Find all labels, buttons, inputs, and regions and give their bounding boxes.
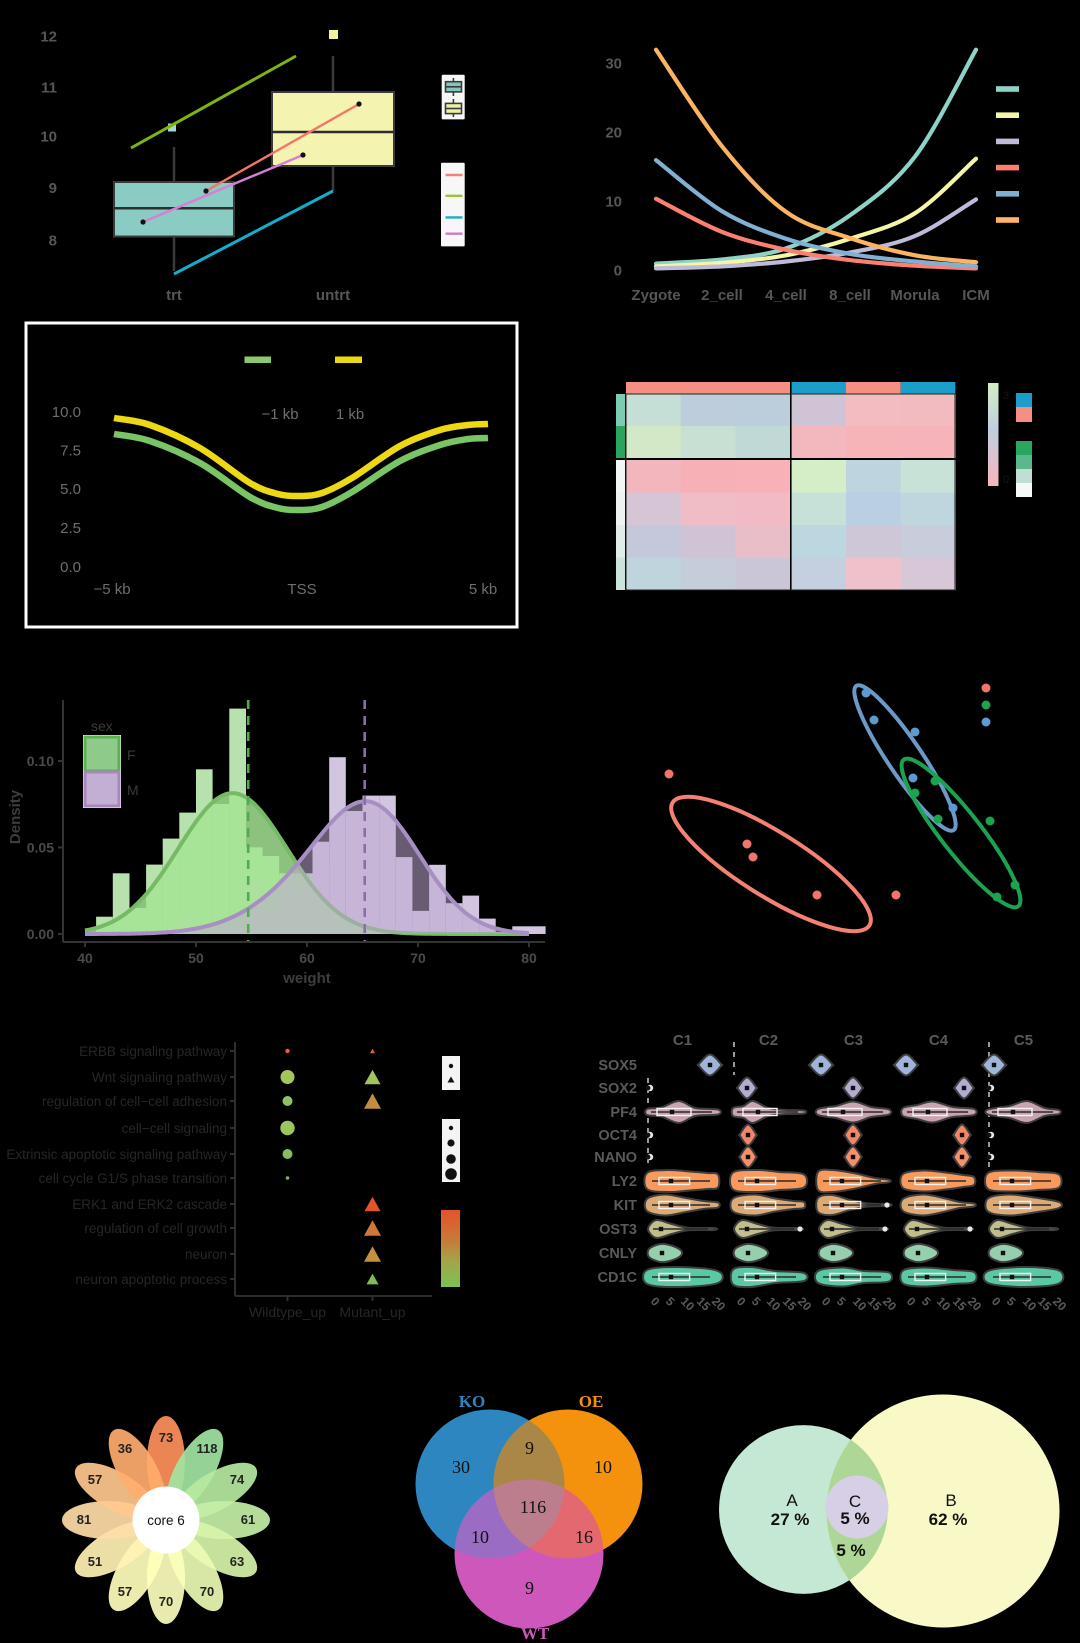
svg-text:SOX2: SOX2: [598, 1081, 637, 1097]
svg-text:Wnt signaling pathway: Wnt signaling pathway: [92, 1070, 227, 1085]
svg-text:10.0: 10.0: [52, 404, 81, 421]
svg-text:63: 63: [230, 1554, 244, 1569]
svg-text:118: 118: [197, 1441, 218, 1456]
svg-text:30: 30: [452, 1457, 470, 1477]
svg-text:regulation of cell−cell adhesi: regulation of cell−cell adhesion: [42, 1094, 227, 1109]
svg-text:B: B: [945, 1491, 956, 1510]
svg-text:ERK1 and ERK2 cascade: ERK1 and ERK2 cascade: [72, 1197, 227, 1212]
svg-text:Extrinsic apoptotic signaling: Extrinsic apoptotic signaling pathway: [6, 1147, 227, 1162]
svg-text:8: 8: [49, 233, 57, 250]
svg-text:2_cell: 2_cell: [701, 287, 743, 304]
svg-text:27 %: 27 %: [771, 1510, 810, 1529]
svg-text:neuron apoptotic process: neuron apoptotic process: [75, 1272, 227, 1287]
svg-text:11: 11: [41, 79, 57, 96]
svg-text:C4: C4: [929, 1032, 949, 1049]
svg-text:74: 74: [230, 1472, 245, 1487]
svg-text:57: 57: [118, 1584, 132, 1599]
svg-text:cell−cell signaling: cell−cell signaling: [122, 1121, 227, 1136]
svg-text:Wildtype_up: Wildtype_up: [249, 1304, 326, 1320]
svg-text:CNLY: CNLY: [599, 1246, 637, 1262]
svg-text:80: 80: [521, 950, 537, 966]
svg-text:0.10: 0.10: [27, 753, 54, 769]
svg-text:9: 9: [525, 1578, 534, 1598]
svg-text:weight: weight: [282, 970, 331, 987]
svg-text:LY2: LY2: [612, 1174, 637, 1190]
svg-text:regulation of cell growth: regulation of cell growth: [84, 1221, 227, 1236]
svg-text:TSS: TSS: [287, 581, 316, 598]
svg-text:C5: C5: [1014, 1032, 1033, 1049]
svg-text:5 kb: 5 kb: [469, 581, 497, 598]
svg-text:60: 60: [299, 950, 315, 966]
svg-text:30: 30: [605, 56, 622, 73]
svg-text:core 6: core 6: [147, 1513, 185, 1528]
svg-text:CD1C: CD1C: [598, 1270, 638, 1286]
svg-text:Morula: Morula: [890, 287, 940, 304]
svg-text:10: 10: [605, 194, 622, 211]
svg-text:ICM: ICM: [962, 287, 990, 304]
svg-text:0.05: 0.05: [27, 840, 54, 856]
svg-text:4_cell: 4_cell: [765, 287, 807, 304]
svg-text:116: 116: [520, 1497, 546, 1517]
svg-text:Zygote: Zygote: [631, 287, 680, 304]
svg-text:trt: trt: [166, 287, 182, 304]
svg-text:C: C: [849, 1492, 861, 1511]
svg-text:7.5: 7.5: [60, 443, 81, 460]
svg-text:0: 0: [614, 263, 622, 280]
svg-text:40: 40: [77, 950, 93, 966]
svg-text:F: F: [127, 747, 136, 763]
svg-text:Mutant_up: Mutant_up: [339, 1304, 405, 1320]
svg-text:36: 36: [118, 1441, 132, 1456]
svg-text:0.00: 0.00: [27, 926, 54, 942]
svg-text:2.5: 2.5: [60, 520, 81, 537]
svg-text:sex: sex: [91, 718, 113, 734]
svg-text:3: 3: [1003, 390, 1009, 402]
svg-text:9: 9: [525, 1438, 534, 1458]
svg-text:57: 57: [88, 1472, 102, 1487]
svg-text:C1: C1: [673, 1032, 692, 1049]
svg-text:73: 73: [159, 1430, 173, 1445]
svg-text:12: 12: [40, 29, 57, 46]
svg-text:C2: C2: [759, 1032, 778, 1049]
svg-text:WT: WT: [521, 1624, 550, 1643]
svg-text:8_cell: 8_cell: [829, 287, 871, 304]
svg-text:62 %: 62 %: [929, 1510, 968, 1529]
svg-text:KO: KO: [459, 1392, 485, 1411]
svg-text:−5 kb: −5 kb: [93, 581, 130, 598]
svg-text:9: 9: [49, 180, 57, 197]
svg-text:PF4: PF4: [610, 1105, 637, 1121]
svg-text:16: 16: [575, 1527, 593, 1547]
svg-text:20: 20: [605, 125, 622, 142]
svg-text:−1 kb: −1 kb: [261, 406, 298, 423]
svg-text:70: 70: [159, 1594, 173, 1609]
svg-text:M: M: [127, 782, 139, 798]
svg-text:5 %: 5 %: [836, 1541, 865, 1560]
svg-text:5.0: 5.0: [60, 481, 81, 498]
svg-text:50: 50: [188, 950, 204, 966]
svg-text:Density: Density: [7, 789, 24, 844]
svg-text:untrt: untrt: [316, 287, 350, 304]
svg-text:70: 70: [200, 1584, 214, 1599]
svg-text:81: 81: [77, 1512, 91, 1527]
svg-text:OCT4: OCT4: [598, 1128, 637, 1144]
svg-text:C3: C3: [844, 1032, 863, 1049]
svg-text:5 %: 5 %: [840, 1509, 869, 1528]
svg-text:NANO: NANO: [594, 1150, 637, 1166]
svg-text:KIT: KIT: [614, 1198, 638, 1214]
svg-text:0.0: 0.0: [60, 559, 81, 576]
svg-text:OE: OE: [579, 1392, 604, 1411]
svg-text:70: 70: [410, 950, 426, 966]
svg-text:A: A: [786, 1491, 798, 1510]
svg-text:61: 61: [241, 1512, 255, 1527]
svg-text:0: 0: [1003, 474, 1009, 486]
svg-text:ERBB signaling pathway: ERBB signaling pathway: [79, 1044, 227, 1059]
svg-text:cell cycle G1/S phase transiti: cell cycle G1/S phase transition: [39, 1171, 227, 1186]
svg-text:1 kb: 1 kb: [336, 406, 364, 423]
svg-text:SOX5: SOX5: [598, 1058, 637, 1074]
svg-text:10: 10: [40, 129, 57, 146]
svg-text:OST3: OST3: [599, 1222, 637, 1238]
svg-text:51: 51: [88, 1554, 102, 1569]
svg-text:10: 10: [471, 1527, 489, 1547]
svg-text:neuron: neuron: [185, 1247, 227, 1262]
svg-text:10: 10: [594, 1457, 612, 1477]
